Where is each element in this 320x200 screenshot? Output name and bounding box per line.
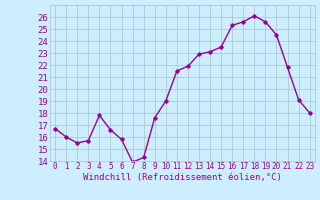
X-axis label: Windchill (Refroidissement éolien,°C): Windchill (Refroidissement éolien,°C) — [83, 173, 282, 182]
